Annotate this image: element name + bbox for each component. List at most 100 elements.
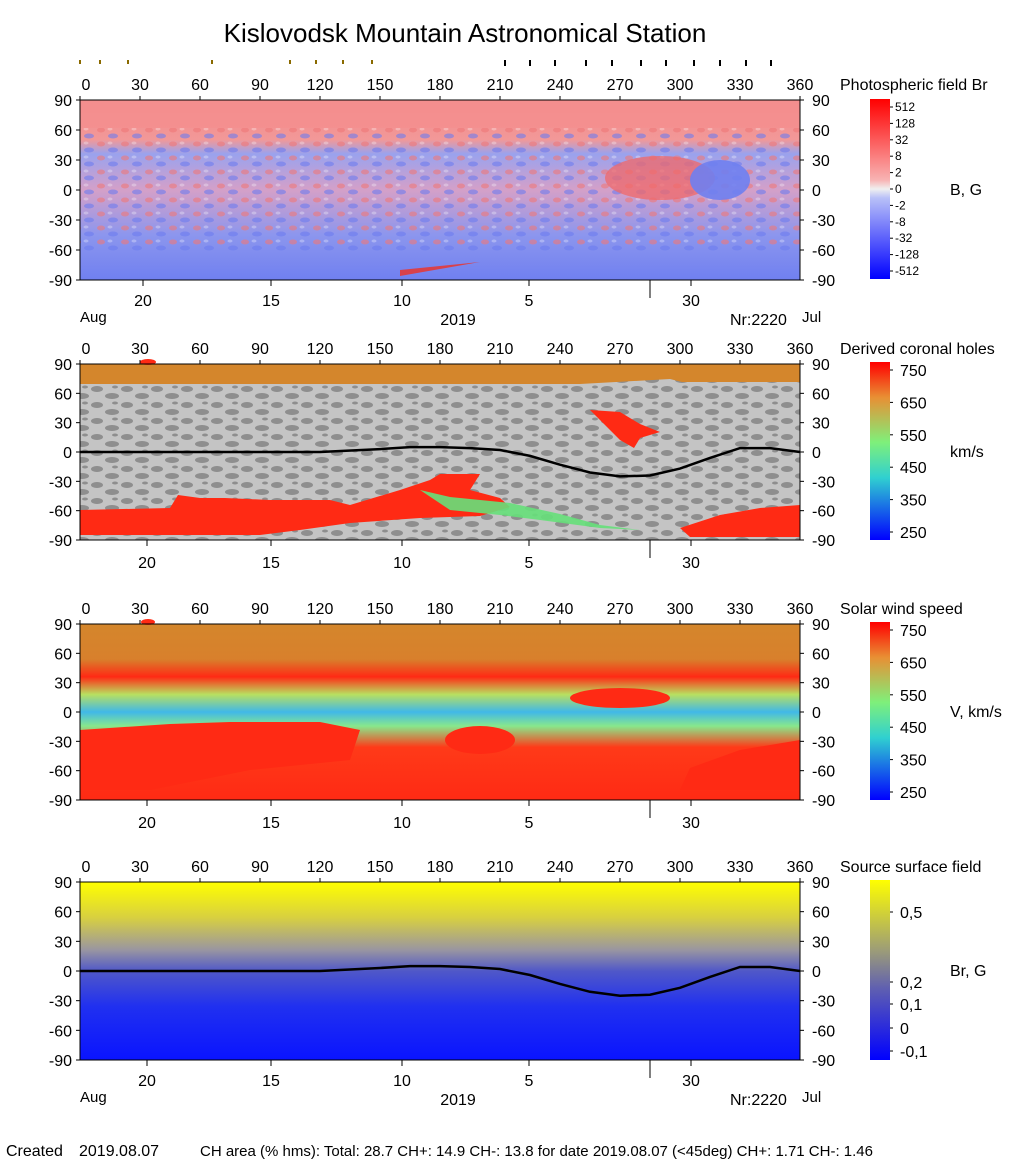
date-tick-label: 10 [393, 815, 411, 832]
year-label: 2019 [440, 312, 476, 329]
active-region-negative [690, 160, 750, 200]
fast-wind-north [570, 688, 670, 708]
colorbar-tick-label: 32 [895, 133, 909, 147]
date-tick-label: 15 [262, 1073, 280, 1090]
hole-boundary [420, 490, 640, 530]
x-tick-label: 240 [547, 601, 574, 618]
y-tick-label-left: 0 [63, 705, 72, 722]
x-tick-label: 330 [727, 859, 754, 876]
date-tick-label: 10 [393, 555, 411, 572]
month-left: Aug [80, 1089, 107, 1106]
colorbar-tick-label: 128 [895, 116, 915, 130]
date-tick-label: 20 [138, 815, 156, 832]
colorbar-tick-label: 450 [900, 460, 927, 477]
x-tick-label: 180 [427, 859, 454, 876]
created-date: 2019.08.07 [79, 1143, 160, 1160]
x-tick-label: 0 [82, 77, 91, 94]
colorbar-tick-label: -0,1 [900, 1044, 928, 1061]
colorbar [870, 99, 890, 279]
x-tick-label: 120 [307, 341, 334, 358]
y-tick-label-right: 0 [812, 705, 821, 722]
y-tick-label-left: 90 [54, 357, 72, 374]
date-tick-label: 5 [525, 815, 534, 832]
date-tick-label: 5 [525, 555, 534, 572]
colorbar-label: B, G [950, 182, 982, 199]
y-tick-label-right: 90 [812, 357, 830, 374]
y-tick-label-left: -30 [49, 474, 72, 491]
month-left: Aug [80, 309, 107, 326]
date-tick-label: 5 [525, 293, 534, 310]
year-label: 2019 [440, 1092, 476, 1109]
x-tick-label: 330 [727, 77, 754, 94]
y-tick-label-left: 90 [54, 93, 72, 110]
colorbar-tick-label: 350 [900, 493, 927, 510]
neutral-line [80, 445, 801, 478]
x-tick-label: 270 [607, 341, 634, 358]
x-tick-label: 360 [787, 341, 814, 358]
south-coronal-hole [80, 474, 510, 535]
y-tick-label-left: 30 [54, 676, 72, 693]
colorbar-tick-label: 8 [895, 149, 902, 163]
colorbar-tick-label: 250 [900, 785, 927, 802]
x-tick-label: 150 [367, 341, 394, 358]
date-tick-label: 20 [138, 1073, 156, 1090]
colorbar-tick-label: -512 [895, 264, 919, 278]
y-tick-label-right: 60 [812, 123, 830, 140]
y-tick-label-left: 0 [63, 964, 72, 981]
x-tick-label: 150 [367, 601, 394, 618]
colorbar-tick-label: 650 [900, 655, 927, 672]
y-tick-label-right: 30 [812, 676, 830, 693]
x-tick-label: 210 [487, 77, 514, 94]
colorbar [870, 362, 890, 540]
panel-title: Source surface field [840, 859, 981, 876]
date-tick-label: 30 [682, 293, 700, 310]
x-tick-label: 240 [547, 341, 574, 358]
x-tick-label: 270 [607, 77, 634, 94]
fast-wind-center [445, 726, 515, 754]
x-tick-label: 150 [367, 77, 394, 94]
y-tick-label-left: 90 [54, 875, 72, 892]
y-tick-label-right: -60 [812, 1023, 835, 1040]
date-tick-label: 20 [134, 293, 152, 310]
y-tick-label-left: 0 [63, 183, 72, 200]
y-tick-label-right: -30 [812, 474, 835, 491]
y-tick-label-right: 30 [812, 934, 830, 951]
y-tick-label-left: 60 [54, 646, 72, 663]
x-tick-label: 120 [307, 77, 334, 94]
x-tick-label: 240 [547, 77, 574, 94]
y-tick-label-left: -30 [49, 994, 72, 1011]
colorbar-label: V, km/s [950, 704, 1002, 721]
fast-wind-south [80, 722, 360, 790]
y-tick-label-left: 30 [54, 416, 72, 433]
y-tick-label-right: 90 [812, 617, 830, 634]
x-tick-label: 60 [191, 341, 209, 358]
y-tick-label-right: -60 [812, 243, 835, 260]
date-tick-label: 30 [682, 555, 700, 572]
x-tick-label: 300 [667, 601, 694, 618]
colorbar-tick-label: 250 [900, 525, 927, 542]
panel-title: Photospheric field Br [840, 77, 988, 94]
y-tick-label-right: 60 [812, 905, 830, 922]
y-tick-label-right: 0 [812, 183, 821, 200]
y-tick-label-left: -60 [49, 243, 72, 260]
colorbar-tick-label: -8 [895, 215, 906, 229]
month-right: Jul [802, 1089, 821, 1106]
y-tick-label-right: -90 [812, 533, 835, 550]
y-tick-label-left: 30 [54, 153, 72, 170]
x-tick-label: 0 [82, 859, 91, 876]
north-polar-hole [80, 364, 800, 384]
date-tick-label: 10 [393, 1073, 411, 1090]
colorbar [870, 880, 890, 1060]
created-label: Created [6, 1143, 63, 1160]
y-tick-label-left: -90 [49, 1053, 72, 1070]
x-tick-label: 300 [667, 341, 694, 358]
y-tick-label-right: -60 [812, 764, 835, 781]
active-region-positive [605, 156, 715, 200]
colorbar-tick-label: 0 [895, 182, 902, 196]
y-tick-label-left: -30 [49, 734, 72, 751]
date-tick-label: 30 [682, 815, 700, 832]
x-tick-label: 30 [131, 341, 149, 358]
y-tick-label-right: 60 [812, 646, 830, 663]
